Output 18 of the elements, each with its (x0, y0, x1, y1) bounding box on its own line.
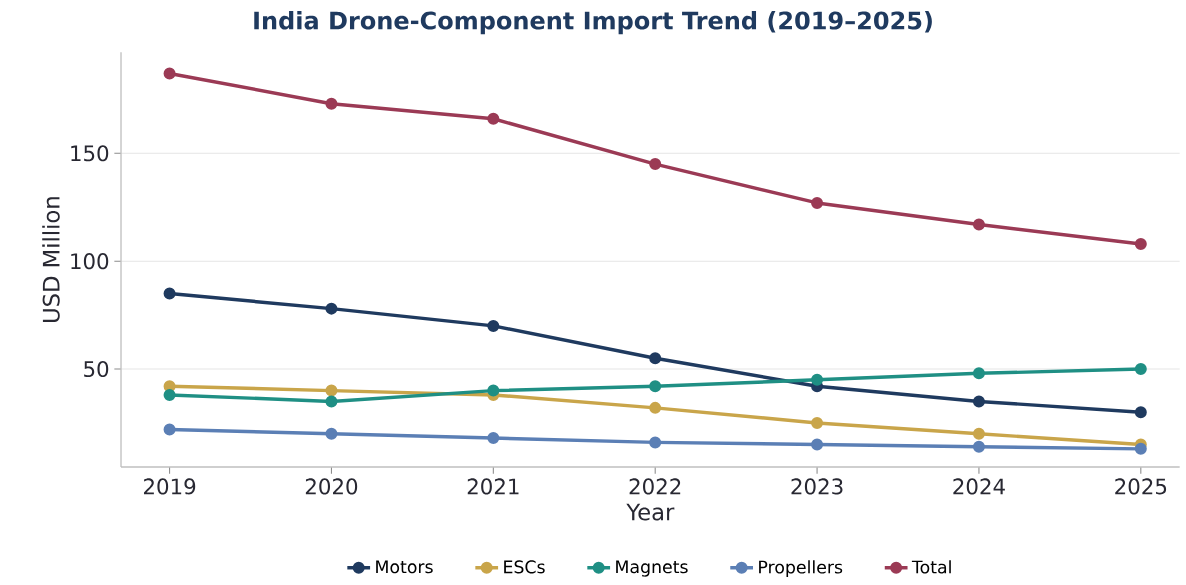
y-axis-title: USD Million (42, 197, 60, 322)
y-tick-label: 150 (71, 145, 109, 162)
x-tick-label: 2022 (629, 478, 681, 495)
x-tick-label: 2025 (1115, 478, 1167, 495)
x-tick-label: 2021 (467, 478, 519, 495)
legend-label: Magnets (616, 560, 688, 577)
legend-label: Propellers (759, 560, 843, 577)
x-tick-label: 2024 (953, 478, 1005, 495)
y-tick-label: 50 (84, 360, 109, 378)
x-tick-label: 2020 (305, 478, 358, 495)
y-tick-label: 100 (71, 253, 109, 270)
legend-label: Motors (376, 560, 433, 574)
x-tick-label: 2023 (791, 478, 843, 495)
x-tick-label: 2019 (143, 478, 196, 495)
legend-label: Total (911, 560, 951, 574)
chart-title: India Drone-Component Import Trend (2019–2025) (254, 11, 932, 35)
legend-label: ESCs (504, 560, 545, 574)
x-axis-title: Year (626, 503, 675, 521)
